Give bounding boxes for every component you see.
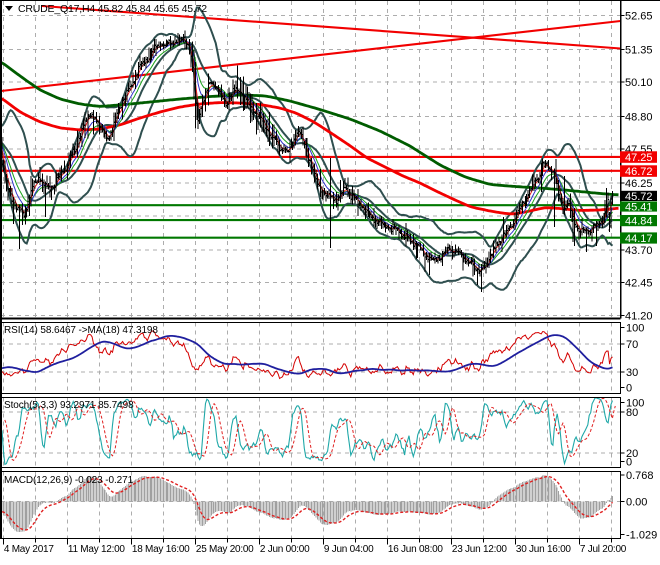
svg-text:51.35: 51.35 [625,45,653,57]
svg-text:25 May 20:00: 25 May 20:00 [196,544,254,555]
svg-text:44.84: 44.84 [625,216,653,228]
svg-text:46.72: 46.72 [625,166,653,178]
svg-text:CRUDE_Q17,H4 45.82 45.84 45.6: CRUDE_Q17,H4 45.82 45.84 45.65 45.72 [18,3,207,15]
svg-text:11 May 12:00: 11 May 12:00 [68,544,126,555]
svg-text:52.65: 52.65 [625,10,653,22]
svg-text:46.25: 46.25 [625,178,653,190]
svg-text:100: 100 [626,323,644,335]
svg-text:18 May 16:00: 18 May 16:00 [132,544,190,555]
svg-text:16 Jun 08:00: 16 Jun 08:00 [388,544,444,555]
svg-text:0.768: 0.768 [626,470,654,482]
svg-text:43.70: 43.70 [625,245,653,257]
svg-text:RSI(14) 58.6467 ->MA(18) 47.3: RSI(14) 58.6467 ->MA(18) 47.3198 [4,325,158,336]
svg-text:9 Jun 04:00: 9 Jun 04:00 [324,544,374,555]
svg-text:30 Jun 16:00: 30 Jun 16:00 [516,544,572,555]
svg-text:0: 0 [626,457,632,469]
svg-text:4 May 2017: 4 May 2017 [4,544,54,555]
svg-text:47.25: 47.25 [625,152,653,164]
svg-text:44.17: 44.17 [625,233,653,245]
svg-text:45.41: 45.41 [625,202,653,214]
svg-text:-1.029: -1.029 [626,530,657,542]
svg-text:41.20: 41.20 [625,311,653,323]
svg-text:Stoch(5,3,3) 93.2971 85.7498: Stoch(5,3,3) 93.2971 85.7498 [4,400,134,411]
svg-text:45.72: 45.72 [625,191,653,203]
svg-text:50.10: 50.10 [625,77,653,89]
svg-text:7 Jul 20:00: 7 Jul 20:00 [580,544,627,555]
svg-text:0: 0 [626,383,632,395]
svg-text:23 Jun 12:00: 23 Jun 12:00 [452,544,508,555]
svg-text:70: 70 [626,339,638,351]
svg-text:80: 80 [626,407,638,419]
svg-text:2 Jun 00:00: 2 Jun 00:00 [260,544,310,555]
svg-text:42.45: 42.45 [625,278,653,290]
svg-text:30: 30 [626,367,638,379]
svg-text:48.80: 48.80 [625,111,653,123]
svg-text:20: 20 [626,448,638,460]
svg-text:0.00: 0.00 [626,497,647,509]
svg-text:100: 100 [626,398,644,410]
svg-text:MACD(12,26,9) -0.023 -0.271: MACD(12,26,9) -0.023 -0.271 [4,475,134,486]
